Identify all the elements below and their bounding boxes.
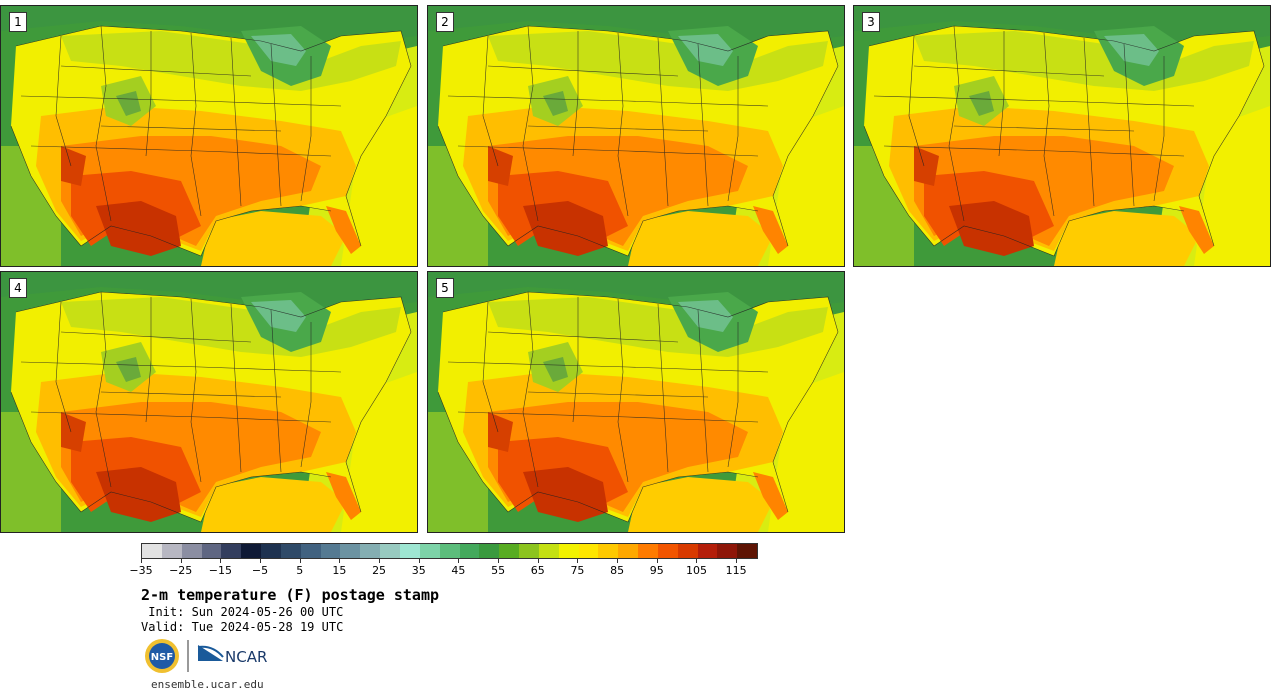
temperature-colorbar	[141, 543, 758, 559]
colorbar-tick	[339, 559, 341, 563]
colorbar-tick-label: 85	[610, 564, 625, 577]
ncar-logo-icon: NCAR	[197, 645, 267, 666]
colorbar-tick-label: −5	[251, 564, 269, 577]
colorbar-swatch	[737, 544, 758, 558]
colorbar-swatch	[519, 544, 539, 558]
colorbar-swatch	[499, 544, 520, 558]
colorbar-tick	[141, 559, 142, 563]
colorbar-tick-label: 65	[530, 564, 545, 577]
colorbar-swatch	[578, 544, 599, 558]
ensemble-member-panel-1: 1	[0, 5, 418, 267]
colorbar-swatch	[261, 544, 281, 558]
colorbar-swatch	[181, 544, 202, 558]
colorbar-swatch	[320, 544, 341, 558]
ensemble-member-panel-4: 4	[0, 271, 418, 533]
colorbar-swatch	[419, 544, 440, 558]
temperature-map	[428, 6, 844, 266]
colorbar-swatch	[657, 544, 678, 558]
colorbar-swatch	[459, 544, 480, 558]
plot-title: 2-m temperature (F) postage stamp	[141, 586, 440, 604]
colorbar-swatch	[618, 544, 639, 558]
colorbar-tick	[577, 559, 579, 563]
colorbar-swatch	[558, 544, 579, 558]
colorbar-tick	[696, 559, 698, 563]
colorbar-tick-label: 5	[296, 564, 304, 577]
colorbar-tick	[617, 559, 619, 563]
colorbar-tick-label: 95	[649, 564, 664, 577]
colorbar-tick-label: 25	[372, 564, 387, 577]
ensemble-member-panel-3: 3	[853, 5, 1271, 267]
ensemble-member-panel-5: 5	[427, 271, 845, 533]
panel-number-label: 5	[436, 278, 454, 298]
colorbar-swatch	[380, 544, 400, 558]
colorbar-swatch	[479, 544, 500, 558]
panel-number-label: 1	[9, 12, 27, 32]
colorbar-tick	[656, 559, 658, 563]
colorbar-ticks: −35 −25 −15 −5 5 15 25 35 45 55 65 75 85 95 105 115	[129, 559, 756, 589]
colorbar-swatch	[538, 544, 559, 558]
colorbar-tick	[498, 559, 500, 563]
colorbar-tick	[299, 559, 301, 563]
colorbar-swatch	[399, 544, 420, 558]
ncar-logo-text: NCAR	[225, 648, 267, 666]
colorbar-swatch	[241, 544, 262, 558]
colorbar-swatch	[638, 544, 658, 558]
valid-time: Valid: Tue 2024-05-28 19 UTC	[141, 620, 344, 634]
colorbar-swatch	[360, 544, 381, 558]
panel-number-label: 4	[9, 278, 27, 298]
init-time: Init: Sun 2024-05-26 00 UTC	[141, 605, 344, 619]
colorbar-tick-label: −25	[169, 564, 193, 577]
colorbar-swatch	[340, 544, 361, 558]
colorbar-tick-label: 15	[332, 564, 347, 577]
colorbar-swatch	[677, 544, 698, 558]
colorbar-swatch	[161, 544, 182, 558]
colorbar-swatch	[280, 544, 301, 558]
colorbar-swatch	[717, 544, 738, 558]
nsf-logo-text: NSF	[151, 652, 173, 663]
colorbar-tick	[458, 559, 460, 563]
colorbar-tick	[220, 559, 222, 563]
colorbar-swatch	[697, 544, 718, 558]
nsf-logo-icon: NSF	[145, 639, 179, 673]
temperature-map	[1, 272, 417, 532]
colorbar-tick	[418, 559, 420, 563]
colorbar-tick-label: −15	[208, 564, 232, 577]
colorbar-swatch	[221, 544, 242, 558]
source-url: ensemble.ucar.edu	[151, 678, 264, 691]
panel-number-label: 2	[436, 12, 454, 32]
logos: NSF NCAR	[145, 639, 267, 673]
colorbar-tick	[537, 559, 539, 563]
colorbar-swatch	[300, 544, 321, 558]
colorbar-tick-label: −35	[129, 564, 153, 577]
panel-number-label: 3	[862, 12, 880, 32]
colorbar-tick-label: 105	[685, 564, 707, 577]
ensemble-member-panel-2: 2	[427, 5, 845, 267]
colorbar-swatch	[201, 544, 222, 558]
colorbar-swatch	[142, 544, 162, 558]
colorbar-tick-label: 55	[491, 564, 506, 577]
colorbar-tick	[736, 559, 738, 563]
colorbar-tick-label: 35	[411, 564, 426, 577]
colorbar-tick-label: 115	[725, 564, 747, 577]
colorbar-tick-label: 45	[451, 564, 466, 577]
temperature-map	[428, 272, 844, 532]
colorbar-swatch	[439, 544, 460, 558]
colorbar-tick	[180, 559, 182, 563]
colorbar-swatch	[598, 544, 619, 558]
colorbar-tick-label: 75	[570, 564, 585, 577]
colorbar-tick	[379, 559, 381, 563]
colorbar-tick	[260, 559, 262, 563]
temperature-map	[1, 6, 417, 266]
temperature-map	[854, 6, 1270, 266]
